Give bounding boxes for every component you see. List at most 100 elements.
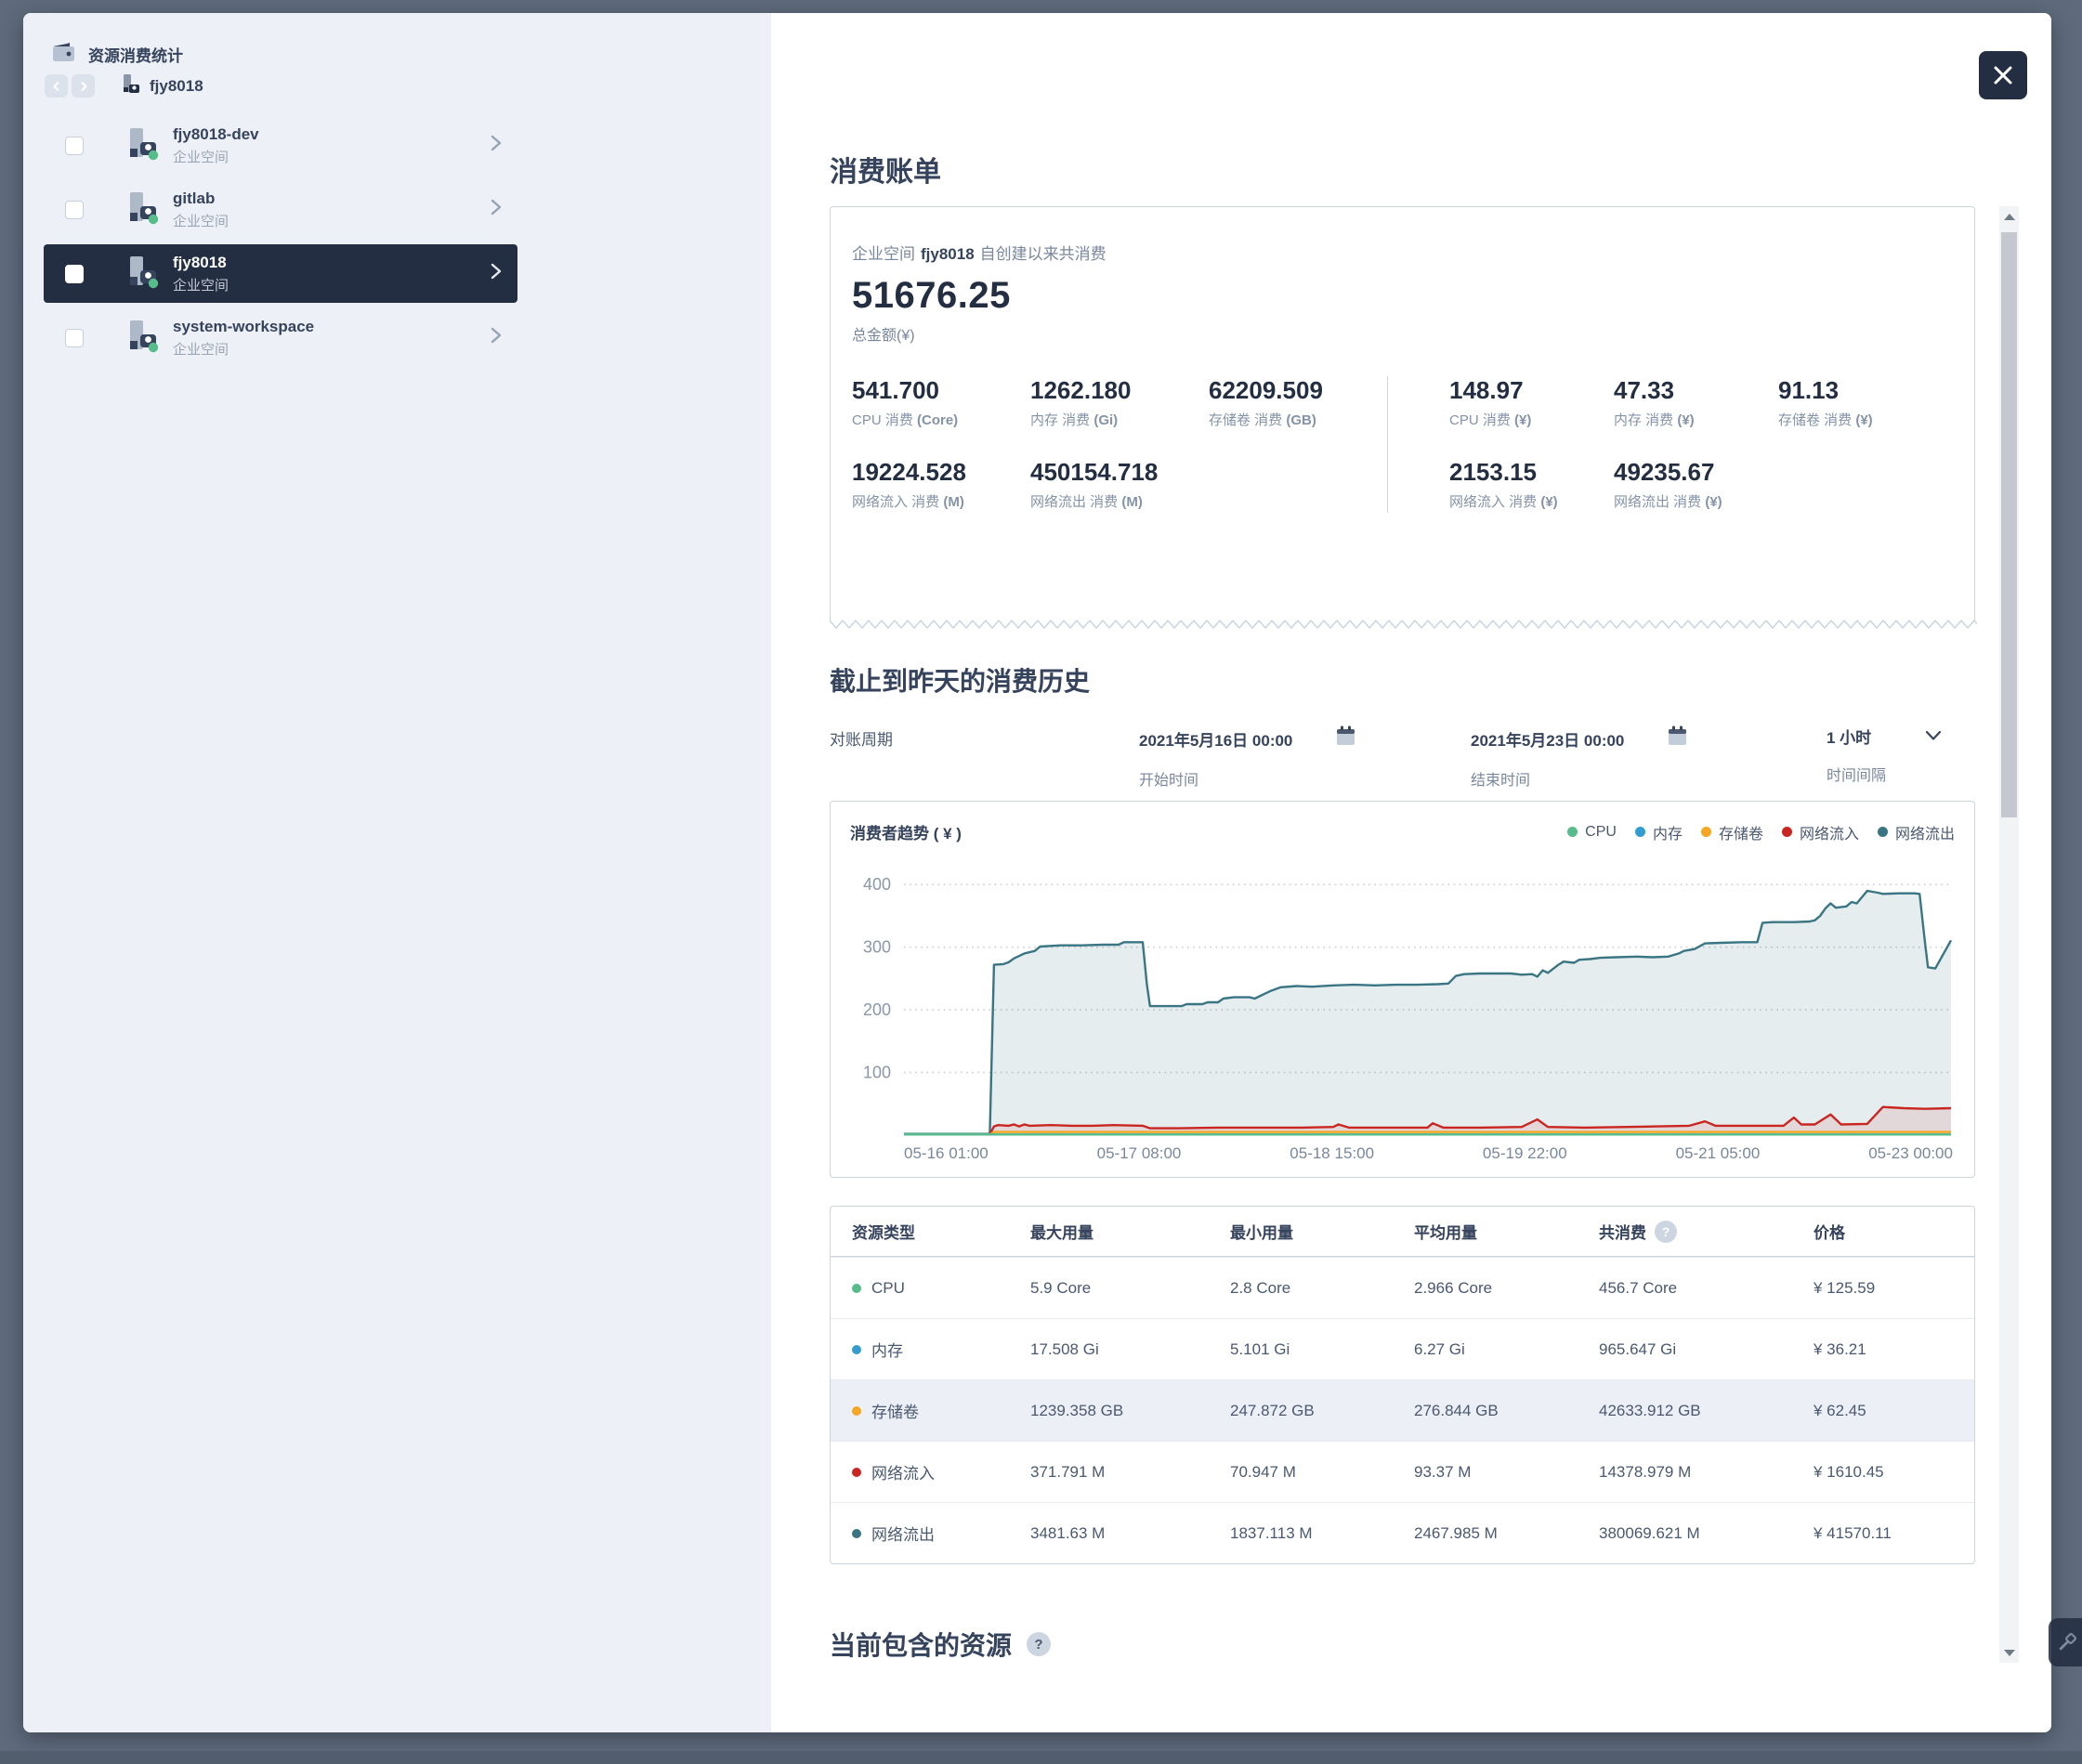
workspace-checkbox[interactable] bbox=[65, 200, 84, 219]
workspace-icon bbox=[123, 124, 161, 167]
stat-value: 541.700 bbox=[852, 376, 939, 404]
legend-dot-icon bbox=[1877, 827, 1888, 837]
resource-color-dot bbox=[852, 1467, 861, 1477]
stat-value: 49235.67 bbox=[1614, 457, 1715, 486]
legend-item[interactable]: 网络流出 bbox=[1877, 821, 1955, 843]
table-cell: 93.37 M bbox=[1414, 1462, 1472, 1481]
table-header-row: 资源类型 最大用量 最小用量 平均用量 共消费? 价格 bbox=[831, 1207, 1974, 1257]
chevron-right-icon bbox=[490, 134, 503, 157]
resource-table: 资源类型 最大用量 最小用量 平均用量 共消费? 价格 CPU 5.9 Core 2.8 Cor… bbox=[830, 1206, 1975, 1564]
table-cell: 247.872 GB bbox=[1230, 1401, 1315, 1419]
close-button[interactable] bbox=[1979, 51, 2027, 99]
start-time-value[interactable]: 2021年5月16日 00:00 bbox=[1139, 731, 1293, 750]
stat-label: CPU 消费 (Core) bbox=[852, 412, 959, 428]
workspace-checkbox[interactable] bbox=[65, 136, 84, 155]
scrollbar-down-arrow[interactable] bbox=[1999, 1642, 2019, 1663]
bill-card: 企业空间 fjy8018 自创建以来共消费 51676.25 总金额(¥) 541.… bbox=[830, 206, 1977, 630]
background-page-strip bbox=[0, 1751, 2082, 1764]
resource-color-dot bbox=[852, 1528, 861, 1538]
legend-label: 内存 bbox=[1652, 826, 1683, 843]
legend-dot-icon bbox=[1634, 827, 1645, 837]
stat-value: 19224.528 bbox=[852, 457, 966, 486]
x-axis-tick: 05-16 01:00 bbox=[904, 1144, 989, 1162]
table-cell: 17.508 Gi bbox=[1030, 1339, 1099, 1358]
stat-label: 网络流入 消费 (¥) bbox=[1449, 493, 1558, 510]
workspace-list-item[interactable]: system-workspace 企业空间 bbox=[44, 308, 517, 367]
stat-value: 62209.509 bbox=[1209, 376, 1323, 404]
help-icon[interactable]: ? bbox=[1655, 1220, 1677, 1243]
table-cell: ¥ 1610.45 bbox=[1814, 1462, 1884, 1481]
svg-text:400: 400 bbox=[863, 875, 891, 894]
main-panel: 消费账单 企业空间 fjy8018 自创建以来共消费 51676.25 总金额(¥)… bbox=[771, 13, 2051, 1732]
toolbox-button[interactable] bbox=[2049, 1618, 2082, 1666]
table-row: 内存 17.508 Gi 5.101 Gi 6.27 Gi 965.647 Gi ¥ 36… bbox=[831, 1318, 1974, 1379]
workspace-small-icon bbox=[121, 72, 140, 99]
legend-item[interactable]: CPU bbox=[1567, 824, 1617, 841]
x-axis-tick: 05-19 22:00 bbox=[1482, 1144, 1567, 1162]
end-time-value[interactable]: 2021年5月23日 00:00 bbox=[1471, 731, 1625, 750]
chevron-right-icon bbox=[490, 326, 503, 349]
x-axis-tick: 05-18 15:00 bbox=[1290, 1144, 1375, 1162]
table-cell: 5.101 Gi bbox=[1230, 1339, 1290, 1358]
stat-value: 47.33 bbox=[1614, 376, 1675, 404]
resource-type-cell: 网络流出 bbox=[852, 1522, 1030, 1545]
bill-title: 消费账单 bbox=[830, 157, 941, 188]
stat-item: 47.33 内存 消费 (¥) bbox=[1614, 376, 1778, 432]
stat-value: 2153.15 bbox=[1449, 457, 1537, 486]
chevron-down-icon[interactable] bbox=[1925, 727, 1942, 746]
chart-legend: CPU 内存 存储卷 网络流入 网络流出 bbox=[1567, 821, 1955, 843]
table-cell: 2467.985 M bbox=[1414, 1523, 1498, 1542]
workspace-list-item[interactable]: fjy8018-dev 企业空间 bbox=[44, 116, 517, 175]
table-row: 存储卷 1239.358 GB 247.872 GB 276.844 GB 42633.… bbox=[831, 1379, 1974, 1441]
calendar-icon[interactable] bbox=[1335, 725, 1356, 752]
legend-item[interactable]: 存储卷 bbox=[1700, 821, 1763, 843]
stat-value: 450154.718 bbox=[1030, 457, 1159, 486]
interval-select[interactable]: 1 小时 时间间隔 bbox=[1827, 725, 1942, 785]
table-cell: ¥ 41570.11 bbox=[1814, 1523, 1892, 1542]
workspace-type-label: 企业空间 bbox=[173, 342, 229, 359]
stat-item: 1262.180 内存 消费 (Gi) bbox=[1030, 376, 1209, 432]
end-time-picker[interactable]: 2021年5月23日 00:00 结束时间 bbox=[1471, 725, 1827, 790]
table-cell: 42633.912 GB bbox=[1599, 1401, 1701, 1419]
scrollbar-up-arrow[interactable] bbox=[1999, 206, 2019, 227]
stat-value: 1262.180 bbox=[1030, 376, 1132, 404]
workspace-list-item[interactable]: gitlab 企业空间 bbox=[44, 180, 517, 239]
legend-dot-icon bbox=[1700, 827, 1711, 837]
resource-type-cell: 存储卷 bbox=[852, 1399, 1030, 1422]
chart-x-axis-labels: 05-16 01:00 05-17 08:00 05-18 15:00 05-19 2… bbox=[850, 1144, 1955, 1163]
svg-text:200: 200 bbox=[863, 1000, 891, 1019]
workspace-checkbox[interactable] bbox=[65, 328, 84, 347]
workspace-list-item[interactable]: fjy8018 企业空间 bbox=[44, 244, 517, 303]
receipt-zigzag-edge bbox=[830, 620, 1977, 630]
table-header-cell: 最小用量 bbox=[1230, 1224, 1293, 1242]
interval-value[interactable]: 1 小时 bbox=[1827, 729, 1872, 747]
table-cell: 3481.63 M bbox=[1030, 1523, 1106, 1542]
workspace-name: system-workspace bbox=[173, 317, 315, 335]
vertical-scrollbar[interactable] bbox=[1999, 206, 2019, 1663]
resource-type-cell: 内存 bbox=[852, 1338, 1030, 1361]
hammer-icon bbox=[2059, 1633, 2076, 1651]
calendar-icon[interactable] bbox=[1667, 725, 1688, 752]
legend-dot-icon bbox=[1781, 827, 1792, 837]
workspace-checkbox[interactable] bbox=[65, 264, 84, 283]
table-cell: 1837.113 M bbox=[1230, 1523, 1313, 1542]
table-cell: 70.947 M bbox=[1230, 1462, 1296, 1481]
legend-item[interactable]: 网络流入 bbox=[1781, 821, 1859, 843]
sidebar-nav: fjy8018 bbox=[45, 72, 203, 99]
scrollbar-thumb[interactable] bbox=[2001, 232, 2017, 817]
start-time-label: 开始时间 bbox=[1139, 773, 1199, 789]
close-icon bbox=[1994, 66, 2012, 85]
table-header-cell: 共消费? bbox=[1599, 1220, 1814, 1243]
legend-item[interactable]: 内存 bbox=[1634, 821, 1683, 843]
nav-forward-button[interactable] bbox=[72, 74, 95, 98]
interval-label: 时间间隔 bbox=[1827, 768, 1887, 784]
table-cell: 371.791 M bbox=[1030, 1462, 1106, 1481]
stat-label: 存储卷 消费 (¥) bbox=[1778, 412, 1873, 428]
workspace-icon bbox=[123, 253, 161, 295]
nav-back-button[interactable] bbox=[45, 74, 68, 98]
help-icon[interactable]: ? bbox=[1027, 1632, 1052, 1656]
start-time-picker[interactable]: 2021年5月16日 00:00 开始时间 bbox=[1139, 725, 1471, 790]
included-resources-title: 当前包含的资源 bbox=[830, 1631, 1013, 1660]
trend-area-chart: 100 200 300 400 bbox=[863, 875, 1953, 1136]
bill-stats: 541.700 CPU 消费 (Core) 1262.180 内存 消费 (Gi… bbox=[852, 376, 1974, 513]
